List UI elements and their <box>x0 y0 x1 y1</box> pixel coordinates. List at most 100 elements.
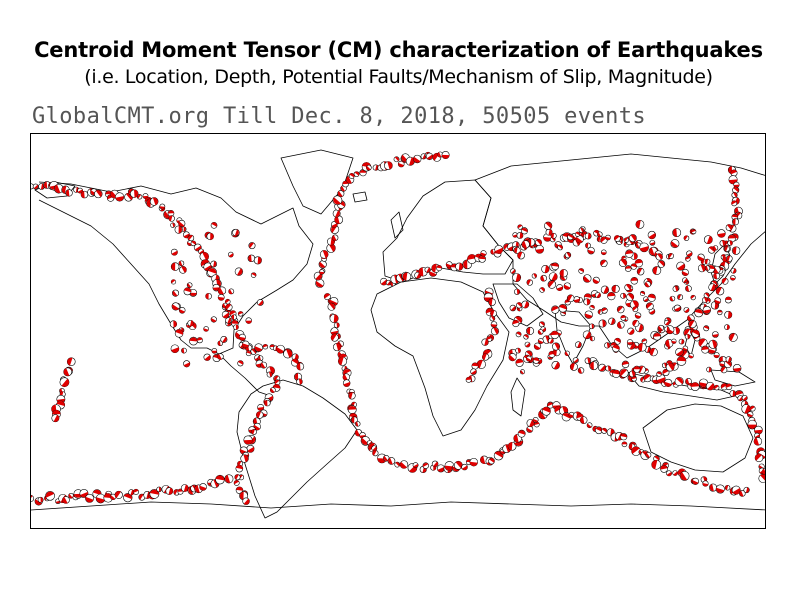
cmt-beachball-icon <box>254 343 263 353</box>
cmt-beachball-icon <box>243 435 253 445</box>
world-map <box>30 133 766 529</box>
cmt-beachball-icon <box>220 335 228 343</box>
cmt-beachball-icon <box>669 295 676 302</box>
cmt-beachball-icon <box>559 269 568 278</box>
cmt-beachball-icon <box>616 305 625 314</box>
cmt-beachball-icon <box>231 314 237 321</box>
cmt-beachball-icon <box>418 267 428 277</box>
cmt-beachball-icon <box>550 232 557 239</box>
cmt-beachball-icon <box>296 362 305 371</box>
cmt-beachball-icon <box>123 492 133 503</box>
cmt-beachball-icon <box>77 187 83 194</box>
cmt-beachball-icon <box>612 344 620 353</box>
cmt-beachball-icon <box>323 293 331 301</box>
cmt-beachball-icon <box>541 406 551 416</box>
cmt-beachball-icon <box>521 300 530 309</box>
cmt-beachball-icon <box>679 471 690 481</box>
cmt-beachball-icon <box>251 429 257 435</box>
cmt-beachball-icon <box>582 330 592 340</box>
cmt-beachball-icon <box>224 474 234 484</box>
cmt-beachball-icon <box>628 234 637 243</box>
cmt-beachball-icon <box>393 156 400 163</box>
cmt-beachball-icon <box>510 268 516 274</box>
cmt-beachball-icon <box>365 164 372 171</box>
cmt-beachball-icon <box>607 291 616 301</box>
cmt-beachball-icon <box>761 468 765 476</box>
cmt-beachball-icon <box>725 356 732 363</box>
figure-title: Centroid Moment Tensor (CM) characteriza… <box>34 38 763 62</box>
coastline-uk <box>390 211 404 239</box>
cmt-beachball-icon <box>672 285 679 292</box>
cmt-beachball-icon <box>242 497 250 505</box>
cmt-beachball-icon <box>533 342 542 350</box>
cmt-beachball-icon <box>382 455 390 462</box>
cmt-beachball-icon <box>205 292 212 300</box>
cmt-beachball-icon <box>441 151 450 160</box>
cmt-beachball-icon <box>720 383 728 391</box>
cmt-beachball-icon <box>712 245 719 251</box>
cmt-beachball-icon <box>425 152 434 161</box>
cmt-beachball-icon <box>600 259 608 268</box>
cmt-beachball-icon <box>347 405 357 414</box>
cmt-beachball-icon <box>540 274 547 282</box>
cmt-beachball-icon <box>332 195 343 206</box>
cmt-beachball-icon <box>327 302 336 311</box>
cmt-beachball-icon <box>541 265 550 274</box>
cmt-beachball-icon <box>186 282 193 288</box>
cmt-beachball-icon <box>564 350 570 357</box>
cmt-beachball-icon <box>727 240 733 246</box>
cmt-beachball-icon <box>601 307 608 314</box>
cmt-beachball-icon <box>517 224 523 230</box>
cmt-beachball-icon <box>526 425 534 433</box>
cmt-beachball-icon <box>331 234 339 241</box>
cmt-beachball-icon <box>387 457 396 465</box>
cmt-beachball-icon <box>171 289 180 297</box>
cmt-beachball-icon <box>517 251 525 260</box>
cmt-beachball-icon <box>488 298 496 306</box>
cmt-beachball-icon <box>247 254 256 263</box>
cmt-beachball-icon <box>190 240 197 247</box>
cmt-beachball-icon <box>657 324 665 332</box>
cmt-beachball-icon <box>80 190 89 199</box>
cmt-beachball-icon <box>706 366 712 373</box>
cmt-beachball-icon <box>691 229 697 235</box>
cmt-beachball-icon <box>37 496 44 503</box>
cmt-beachball-icon <box>702 305 712 315</box>
cmt-beachball-icon <box>444 461 455 471</box>
cmt-beachball-icon <box>558 303 568 313</box>
cmt-beachball-icon <box>405 156 415 166</box>
cmt-beachball-icon <box>702 297 709 304</box>
coastline-africa <box>370 277 510 437</box>
cmt-beachball-icon <box>517 429 526 438</box>
cmt-beachball-icon <box>59 377 70 388</box>
cmt-beachball-icon <box>620 292 627 299</box>
cmt-beachball-icon <box>217 293 225 301</box>
cmt-beachball-icon <box>245 317 252 324</box>
cmt-beachball-icon <box>731 218 740 226</box>
cmt-beachball-icon <box>221 310 230 319</box>
cmt-beachball-icon <box>634 312 642 319</box>
cmt-beachball-icon <box>732 364 742 373</box>
cmt-beachball-icon <box>109 493 117 501</box>
cmt-beachball-icon <box>572 357 579 364</box>
cmt-beachball-icon <box>217 353 224 360</box>
cmt-beachball-icon <box>703 325 710 332</box>
cmt-beachball-icon <box>62 496 70 504</box>
cmt-beachball-icon <box>691 477 700 485</box>
catalog-stamp: GlobalCMT.org Till Dec. 8, 2018, 50505 e… <box>32 104 647 129</box>
cmt-beachball-icon <box>645 452 652 459</box>
cmt-beachball-icon <box>257 355 264 362</box>
cmt-beachball-icon <box>717 229 726 238</box>
cmt-beachball-icon <box>179 266 187 274</box>
cmt-beachball-icon <box>620 433 628 441</box>
cmt-beachball-icon <box>471 362 479 370</box>
cmt-beachball-icon <box>240 454 249 463</box>
cmt-beachball-icon <box>701 345 710 354</box>
cmt-beachball-icon <box>494 244 504 254</box>
cmt-beachball-icon <box>656 371 662 377</box>
cmt-beachball-icon <box>598 363 607 372</box>
cmt-beachball-icon <box>605 365 612 372</box>
cmt-beachball-icon <box>630 263 637 270</box>
cmt-beachball-icon <box>604 342 611 349</box>
cmt-beachball-icon <box>424 266 431 273</box>
